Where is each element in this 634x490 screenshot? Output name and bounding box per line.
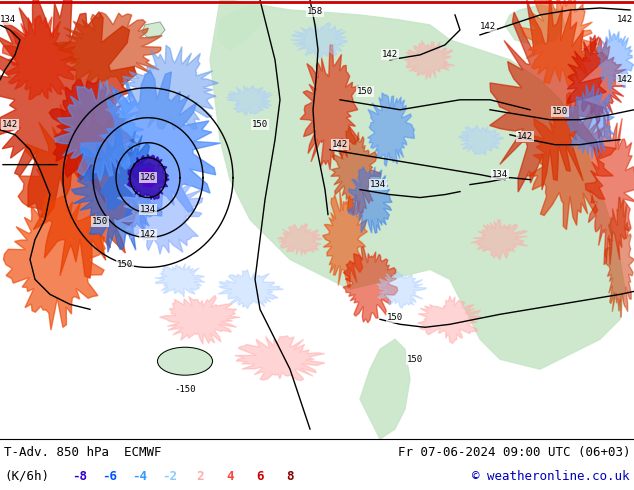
Polygon shape: [127, 154, 169, 200]
Polygon shape: [278, 224, 321, 255]
Polygon shape: [505, 5, 565, 45]
Text: 150: 150: [92, 217, 108, 226]
Polygon shape: [360, 339, 410, 439]
Text: 8: 8: [286, 469, 294, 483]
Polygon shape: [323, 190, 367, 288]
Polygon shape: [155, 264, 205, 297]
Polygon shape: [4, 194, 105, 330]
Polygon shape: [564, 84, 614, 159]
Polygon shape: [217, 270, 283, 309]
Text: -6: -6: [103, 469, 117, 483]
Text: -2: -2: [162, 469, 178, 483]
Text: 142: 142: [140, 230, 156, 239]
Polygon shape: [377, 271, 427, 308]
Text: 142: 142: [332, 140, 348, 149]
Polygon shape: [235, 336, 325, 381]
Polygon shape: [585, 111, 634, 265]
Text: -4: -4: [133, 469, 148, 483]
Polygon shape: [300, 45, 359, 170]
Polygon shape: [122, 45, 218, 130]
Text: 2: 2: [197, 469, 204, 483]
Polygon shape: [210, 0, 625, 369]
Text: -150: -150: [174, 385, 196, 393]
Polygon shape: [404, 41, 455, 79]
Polygon shape: [117, 159, 203, 254]
Text: 134: 134: [370, 180, 386, 189]
Text: 142: 142: [517, 132, 533, 141]
Polygon shape: [368, 93, 415, 167]
Polygon shape: [3, 16, 76, 99]
Text: 142: 142: [2, 120, 18, 129]
Text: 142: 142: [617, 16, 633, 24]
Polygon shape: [18, 104, 142, 278]
Text: 150: 150: [387, 313, 403, 322]
Polygon shape: [331, 126, 380, 214]
Ellipse shape: [157, 347, 212, 375]
Polygon shape: [81, 70, 221, 229]
Text: 6: 6: [256, 469, 264, 483]
Polygon shape: [139, 168, 157, 187]
Text: 4: 4: [226, 469, 234, 483]
Polygon shape: [343, 247, 398, 323]
Text: 150: 150: [252, 120, 268, 129]
Polygon shape: [218, 5, 265, 50]
Polygon shape: [348, 167, 392, 233]
Text: -8: -8: [72, 469, 87, 483]
Polygon shape: [142, 22, 165, 38]
Text: 150: 150: [552, 107, 568, 116]
Text: 134: 134: [492, 170, 508, 179]
Text: 142: 142: [382, 50, 398, 59]
Polygon shape: [521, 0, 598, 87]
Text: T-Adv. 850 hPa  ECMWF: T-Adv. 850 hPa ECMWF: [4, 445, 162, 459]
Polygon shape: [597, 29, 634, 90]
Text: 134: 134: [140, 205, 156, 214]
Polygon shape: [226, 86, 272, 116]
Text: 142: 142: [617, 75, 633, 84]
Text: 150: 150: [117, 260, 133, 269]
Polygon shape: [489, 0, 607, 192]
Text: (K/6h): (K/6h): [4, 469, 49, 483]
Text: 150: 150: [357, 87, 373, 97]
Polygon shape: [290, 22, 348, 58]
Polygon shape: [605, 197, 634, 318]
Text: 158: 158: [307, 7, 323, 17]
Text: Fr 07-06-2024 09:00 UTC (06+03): Fr 07-06-2024 09:00 UTC (06+03): [398, 445, 630, 459]
Text: 134: 134: [0, 16, 16, 24]
Polygon shape: [0, 0, 137, 217]
Polygon shape: [49, 79, 131, 185]
Text: 126: 126: [140, 173, 156, 182]
Polygon shape: [567, 35, 626, 124]
Text: © weatheronline.co.uk: © weatheronline.co.uk: [472, 469, 630, 483]
Text: 150: 150: [407, 355, 423, 364]
Polygon shape: [418, 296, 482, 343]
Polygon shape: [471, 220, 527, 260]
Polygon shape: [458, 125, 503, 155]
Polygon shape: [160, 295, 240, 344]
Text: 142: 142: [480, 23, 496, 31]
Polygon shape: [71, 129, 169, 252]
Polygon shape: [53, 12, 162, 87]
Polygon shape: [55, 79, 144, 181]
Polygon shape: [527, 92, 616, 229]
